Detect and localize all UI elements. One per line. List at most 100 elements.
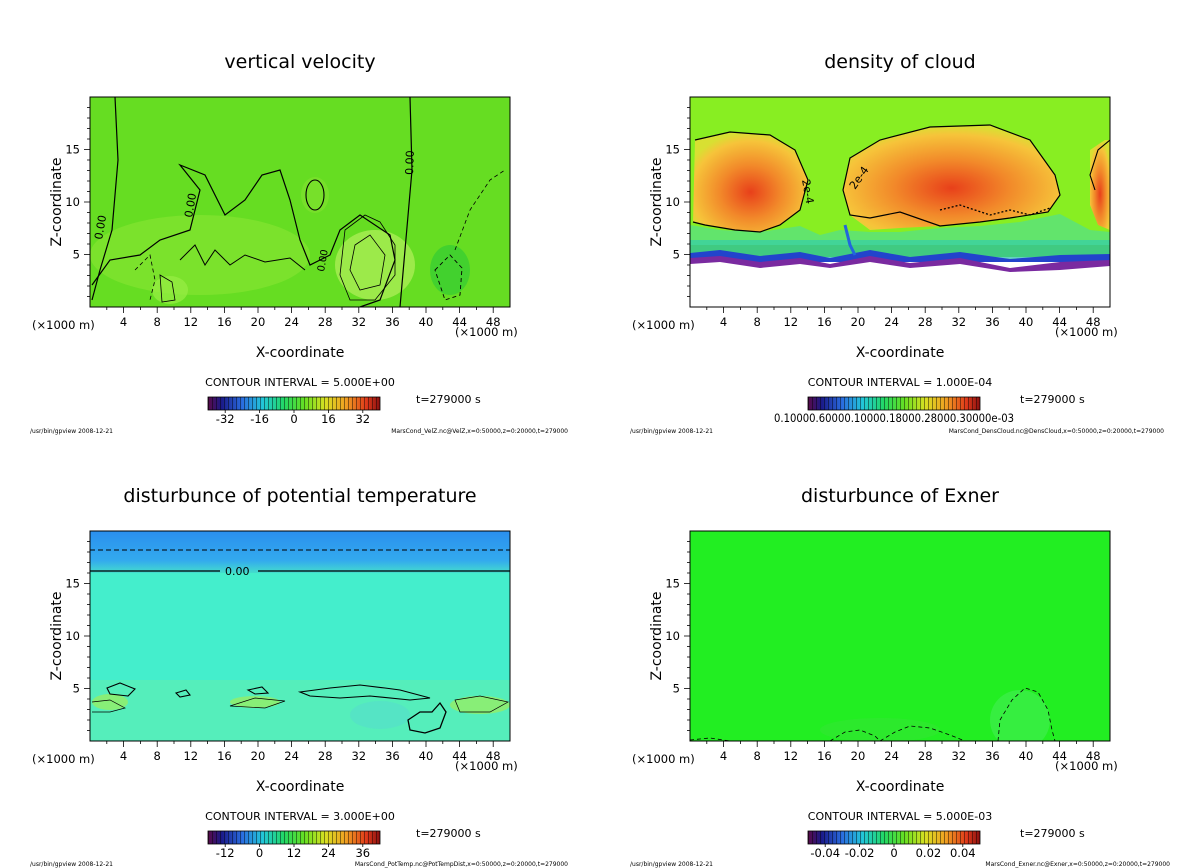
- contour-interval: CONTOUR INTERVAL = 5.000E+00: [205, 376, 395, 389]
- panel-vertical-velocity: vertical velocity 0.00 0.00 0.00 0.00: [30, 51, 568, 435]
- contour-line: [407, 701, 447, 734]
- contour-line: [434, 254, 463, 301]
- contour-line: [229, 697, 286, 709]
- contour-interval: CONTOUR INTERVAL = 1.000E-04: [808, 376, 992, 389]
- x-tick-label: 16: [217, 749, 232, 763]
- y-tick-label: 5: [73, 248, 80, 262]
- colorbar-tick-label: 32: [355, 412, 370, 426]
- x-tick-label: 24: [284, 749, 299, 763]
- contour-line: [339, 214, 396, 301]
- x-unit-right: (×1000 m): [1055, 759, 1118, 773]
- x-tick-label: 20: [851, 749, 866, 763]
- y-tick-label: 5: [673, 248, 680, 262]
- time-label: t=279000 s: [416, 393, 481, 406]
- footer-file: MarsCond_Exner.nc@Exner,x=0:50000,z=0:20…: [985, 861, 1170, 868]
- x-tick-label: 4: [720, 749, 727, 763]
- field-area: [690, 97, 1110, 307]
- contour-label: 0.00: [225, 565, 250, 578]
- x-axis-label: X-coordinate: [856, 345, 945, 361]
- colorbar-tick-label: 0: [290, 412, 297, 426]
- panel-potential-temperature: disturbunce of potential temperature 0.0…: [30, 485, 568, 868]
- x-unit-right: (×1000 m): [1055, 325, 1118, 339]
- field-patch: [335, 230, 415, 300]
- cloud-region: [693, 132, 808, 232]
- x-tick-label: 44: [452, 315, 467, 329]
- field-patch: [90, 680, 510, 741]
- contour-line: [305, 179, 325, 211]
- y-tick-label: 10: [665, 629, 680, 643]
- colorbar-tick-label: 36: [355, 846, 370, 860]
- x-tick-label: 20: [251, 749, 266, 763]
- y-axis-label: Z-coordinate: [649, 157, 665, 246]
- x-tick-label: 48: [486, 315, 501, 329]
- footer-file: MarsCond_VelZ.nc@VelZ,x=0:50000,z=0:2000…: [391, 428, 568, 435]
- contour-line: [454, 169, 506, 251]
- x-tick-label: 28: [318, 749, 333, 763]
- x-axis-label: X-coordinate: [856, 779, 945, 795]
- field-patch: [430, 245, 470, 295]
- colorbar-tick-label: 12: [287, 846, 302, 860]
- y-tick-label: 10: [665, 195, 680, 209]
- x-tick-label: 8: [754, 749, 761, 763]
- colorbar-ticks: -0.04 -0.02 0 0.02 0.04: [810, 844, 976, 860]
- contour-interval: CONTOUR INTERVAL = 3.000E+00: [205, 810, 395, 823]
- x-tick-label: 36: [385, 315, 400, 329]
- x-tick-label: 24: [884, 749, 899, 763]
- x-unit-right: (×1000 m): [455, 325, 518, 339]
- contour-label: 0.00: [182, 192, 199, 218]
- x-tick-label: 20: [851, 315, 866, 329]
- x-tick-label: 12: [183, 749, 198, 763]
- y-tick-label: 15: [65, 577, 80, 591]
- field-area: [90, 531, 510, 741]
- contour-interval: CONTOUR INTERVAL = 5.000E-03: [808, 810, 992, 823]
- panel-exner: disturbunce of Exner 4 8 12 16 20 24 28 32 36 40 4…: [630, 485, 1170, 868]
- x-tick-label: 12: [183, 315, 198, 329]
- x-tick-label: 24: [884, 315, 899, 329]
- x-tick-label: 48: [1086, 749, 1101, 763]
- contour-labels: 0.00 0.00 0.00 0.00: [92, 150, 417, 272]
- contour-line: [179, 244, 306, 271]
- x-tick-label: 32: [351, 315, 366, 329]
- footer-file: MarsCond_DensCloud.nc@DensCloud,x=0:5000…: [949, 428, 1164, 435]
- contour-line: [246, 686, 270, 695]
- contour-line: [692, 131, 809, 233]
- contour-label: 0.00: [403, 150, 417, 175]
- colorbar-tick-label: -0.02: [845, 846, 875, 860]
- colorbar-tick-label: 0: [256, 846, 263, 860]
- contour-line: [1089, 139, 1110, 191]
- x-axis-label: X-coordinate: [256, 779, 345, 795]
- field-patch: [820, 718, 940, 741]
- y-axis-label: Z-coordinate: [649, 591, 665, 680]
- field-patch: [450, 696, 510, 714]
- x-unit-left: (×1000 m): [632, 318, 695, 332]
- x-tick-label: 24: [284, 315, 299, 329]
- x-tick-label: 48: [1086, 315, 1101, 329]
- colorbar-tick-label: 0.04: [950, 846, 976, 860]
- x-axis-label: X-coordinate: [256, 345, 345, 361]
- x-tick-label: 32: [951, 315, 966, 329]
- x-tick-label: 4: [120, 315, 127, 329]
- colorbar-stripes: [208, 397, 380, 410]
- x-tick-label: 36: [385, 749, 400, 763]
- contour-label: 2e-4: [799, 178, 816, 205]
- y-tick-label: 15: [665, 143, 680, 157]
- x-tick-label: 32: [951, 749, 966, 763]
- cloud-region: [843, 125, 1060, 230]
- x-tick-label: 28: [918, 315, 933, 329]
- colorbar-tick-label: 16: [321, 412, 336, 426]
- y-tick-label: 15: [65, 143, 80, 157]
- field-cloud-edge: [690, 214, 1110, 245]
- colorbar-tick-label: -16: [250, 412, 269, 426]
- field-cloud-floor: [690, 256, 1110, 272]
- time-label: t=279000 s: [1020, 827, 1085, 840]
- contour-line: [454, 695, 509, 713]
- x-unit-right: (×1000 m): [455, 759, 518, 773]
- x-tick-label: 20: [251, 315, 266, 329]
- field-patch: [92, 694, 128, 710]
- x-unit-left: (×1000 m): [32, 752, 95, 766]
- field-patch: [350, 701, 410, 729]
- contour-label: 0.00: [316, 249, 331, 273]
